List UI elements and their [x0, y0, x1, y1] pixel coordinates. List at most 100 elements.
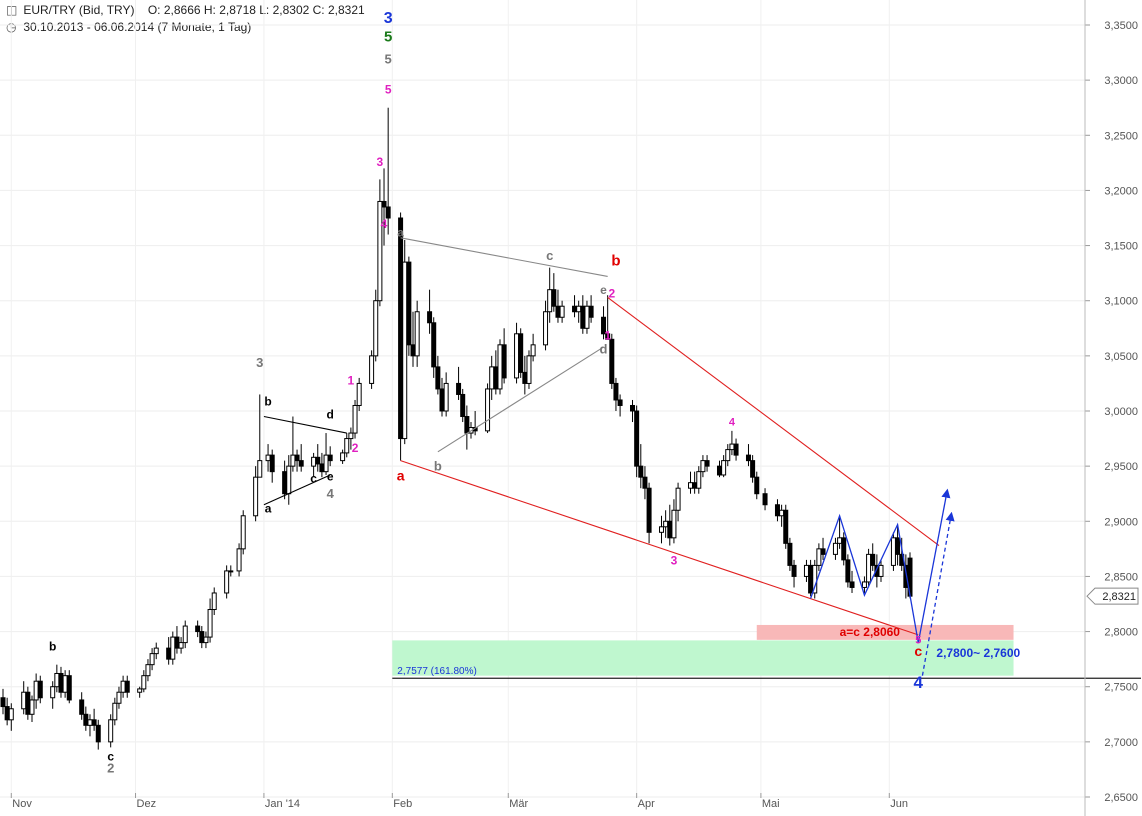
candle-up [253, 476, 259, 517]
candle-up [356, 382, 362, 406]
candle-down [79, 699, 85, 715]
wave-label: b [611, 252, 620, 269]
candle-up [497, 344, 503, 390]
candle-down [762, 493, 768, 506]
candle-up [369, 355, 375, 384]
candle-down [294, 454, 300, 462]
candle-up [87, 719, 93, 726]
x-tick-label: Feb [393, 798, 412, 810]
candle-up [725, 449, 731, 462]
candle-up [211, 592, 217, 611]
candle-up [696, 471, 702, 489]
candle-up [352, 404, 358, 434]
candle-down [646, 487, 652, 533]
trendline-blue-solid-arrow [917, 488, 951, 643]
candle-down [580, 305, 586, 329]
trendlines [263, 237, 955, 676]
wave-label: 5 [385, 82, 392, 96]
candle-up [659, 526, 665, 533]
candle-down [638, 465, 644, 478]
candle-up [8, 708, 14, 721]
candle-up [108, 719, 114, 743]
candle-down [435, 366, 441, 390]
y-tick-label: 3,3000 [1104, 75, 1138, 87]
y-tick-label: 2,6500 [1104, 792, 1138, 804]
y-tick-label: 2,8500 [1104, 571, 1138, 583]
candle-down [406, 261, 412, 346]
candle-down [704, 460, 710, 467]
axes: 3,3500 3,3000 3,2500 3,2000 3,1500 3,1000 3,05… [10, 0, 1139, 816]
wave-label: 4 [914, 673, 924, 692]
candle-down [522, 371, 528, 384]
wave-label: 4 [327, 486, 335, 501]
y-tick-label: 2,9000 [1104, 516, 1138, 528]
x-tick-label: Mär [509, 798, 528, 810]
last-price-marker [1086, 587, 1139, 605]
candle-up [526, 355, 532, 384]
candle-up [837, 537, 843, 544]
candle-up [832, 542, 838, 555]
candle-up [514, 333, 520, 379]
candle-down [692, 482, 698, 489]
x-tick-label: Jan '14 [265, 798, 300, 810]
wave-label: 5 [384, 29, 392, 46]
candle-up [340, 452, 346, 462]
trendline-upper-red [607, 296, 940, 546]
candle-up [559, 305, 565, 318]
wave-label: 5 [915, 635, 921, 647]
candle-up [348, 432, 354, 440]
target-zones: a=c 2,8060 2,7800~ 2,7600 2,7577 (161.80%) [392, 624, 1141, 679]
candle-up [257, 460, 263, 478]
candle-down [195, 625, 201, 633]
x-tick-label: Jun [890, 798, 908, 810]
y-tick-label: 2,7000 [1104, 737, 1138, 749]
candle-up [543, 311, 549, 346]
wave-label: 1 [348, 374, 355, 388]
y-tick-label: 2,7500 [1104, 682, 1138, 694]
candle-up [203, 636, 209, 644]
candle-down [398, 217, 404, 440]
candle-down [617, 399, 623, 406]
candle-down [808, 564, 814, 594]
wave-label: 3 [377, 155, 384, 169]
wave-label: a [397, 226, 404, 240]
candle-up [866, 553, 872, 583]
candle-down [518, 333, 524, 373]
candle-down [327, 454, 333, 462]
candle-down [91, 719, 97, 726]
candle-up [240, 515, 246, 550]
candle-down [282, 471, 288, 495]
trendline-grey-lower [437, 346, 604, 453]
wave-label: 2 [608, 286, 615, 300]
candle-down [787, 542, 793, 566]
y-tick-label: 3,1500 [1104, 241, 1138, 253]
candle-up [224, 570, 230, 594]
candle-down [555, 305, 561, 318]
trendline-blue-zigzag [809, 513, 919, 643]
candle-up [675, 487, 681, 511]
candle-down [667, 520, 673, 539]
candle-down [870, 553, 876, 566]
candle-down [0, 697, 6, 708]
candle-down [745, 454, 751, 462]
candle-up [890, 537, 896, 566]
fib-extension-label: 2,7577 (161.80%) [397, 666, 477, 677]
y-tick-label: 3,3500 [1104, 20, 1138, 32]
trendline-grey-upper [400, 237, 608, 277]
candle-down [774, 504, 780, 517]
y-tick-label: 3,2500 [1104, 130, 1138, 142]
candle-down [493, 366, 499, 390]
candle-up [861, 581, 867, 588]
wave-label: a [265, 501, 272, 515]
candle-down [83, 713, 89, 726]
candle-up [54, 672, 60, 688]
wave-label: 3 [256, 355, 263, 370]
candle-down [501, 344, 507, 379]
wave-label: 3 [671, 553, 678, 567]
wave-label: b [434, 459, 442, 474]
candle-up [489, 366, 495, 390]
candle-down [609, 338, 615, 384]
candle-down [634, 410, 640, 467]
candle-up [663, 520, 669, 528]
last-price-label: 2,8321 [1102, 591, 1136, 603]
